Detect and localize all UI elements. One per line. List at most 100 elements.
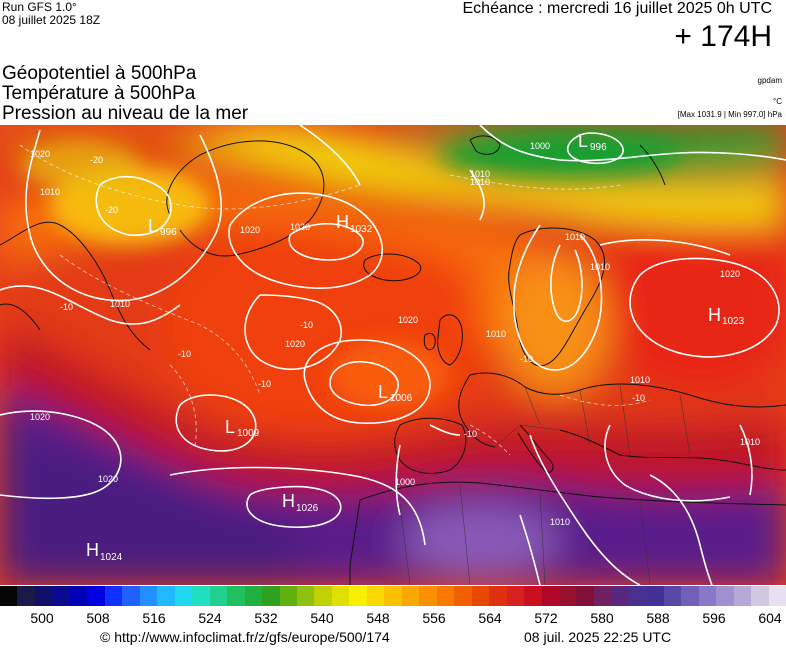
temperature-label: -10 (258, 379, 271, 389)
temperature-shading (20, 133, 680, 410)
colorbar-swatch (52, 586, 70, 606)
colorbar-swatch (122, 586, 140, 606)
temperature-label: -10 (632, 393, 645, 403)
colorbar-swatch (506, 586, 525, 606)
pressure-center-value: 1026 (296, 503, 319, 514)
colorbar (0, 586, 786, 606)
isobar-label: 1020 (720, 269, 740, 279)
pressure-center-letter: L (578, 131, 588, 151)
colorbar-swatch (104, 586, 123, 606)
field-geopotential: Géopotentiel à 500hPa (2, 63, 197, 84)
colorbar-swatch (384, 586, 402, 606)
isobar-label: 1020 (285, 339, 305, 349)
isotherms (19, 144, 651, 456)
pressure-center-letter: L (225, 417, 235, 437)
colorbar-tick-label: 508 (86, 610, 110, 626)
forecast-map: L 996 L 996 H 1032 H 1023 L 1006 L 1009 … (0, 125, 786, 585)
colorbar-tick-label: 604 (758, 610, 782, 626)
isobar-label: 1010 (470, 177, 490, 187)
isobar-label: 1010 (110, 299, 130, 309)
colorbar-tick-label: 564 (478, 610, 502, 626)
colorbar-swatch (733, 586, 752, 606)
colorbar-swatch (87, 586, 105, 606)
colorbar-tick-label: 516 (142, 610, 166, 626)
colorbar-swatch (471, 586, 490, 606)
colorbar-swatch (279, 586, 297, 606)
colorbar-swatch (541, 586, 559, 606)
isobar-label: 1010 (550, 517, 570, 527)
colorbar-swatch (454, 586, 472, 606)
colorbar-tick-label: 572 (534, 610, 558, 626)
colorbar-swatch (157, 586, 175, 606)
map-canvas: L 996 L 996 H 1032 H 1023 L 1006 L 1009 … (0, 125, 786, 585)
run-model: Run GFS 1.0° (2, 0, 77, 14)
colorbar-swatch (314, 586, 332, 606)
colorbar-tick-label: 548 (366, 610, 390, 626)
colorbar-tick-label: 532 (254, 610, 278, 626)
temperature-label: -10 (464, 429, 477, 439)
colorbar-swatch (349, 586, 367, 606)
colorbar-swatch (244, 586, 263, 606)
isobar-label: 1020 (398, 315, 418, 325)
country-borders (399, 384, 691, 585)
temperature-label: -20 (105, 205, 118, 215)
colorbar-swatch (192, 586, 210, 606)
isobar-label: 1020 (98, 474, 118, 484)
isobar-label: 1010 (40, 187, 60, 197)
pressure-center-letter: H (336, 212, 349, 232)
isobar-label: 1010 (590, 262, 610, 272)
colorbar-tick-label: 524 (198, 610, 222, 626)
colorbar-swatch (489, 586, 507, 606)
colorbar-swatch (34, 586, 53, 606)
colorbar-tick-label: 596 (702, 610, 726, 626)
isobar-label: 1010 (565, 232, 585, 242)
colorbar-tick-label: 540 (310, 610, 334, 626)
colorbar-swatch (628, 586, 647, 606)
pressure-center-value: 996 (590, 142, 607, 153)
colorbar-swatch (209, 586, 228, 606)
isobar-label: 1020 (240, 225, 260, 235)
pressure-center-value: 1009 (237, 428, 260, 439)
colorbar-swatch (227, 586, 245, 606)
run-date: 08 juillet 2025 18Z (2, 13, 101, 27)
temperature-label: -10 (300, 320, 313, 330)
isobar-label: 1010 (630, 375, 650, 385)
isobar-label: 1010 (740, 437, 760, 447)
colorbar-swatch (593, 586, 612, 606)
colorbar-ticks: 500 508 516 524 532 540 548 556 564 572 580 588 596 6… (0, 610, 786, 628)
temperature-label: -10 (178, 349, 191, 359)
colorbar-tick-label: 500 (30, 610, 54, 626)
isobar-label: 1010 (470, 169, 490, 179)
colorbar-swatch (366, 586, 385, 606)
field-temperature: Température à 500hPa (2, 83, 196, 104)
colorbar-swatch (0, 586, 18, 606)
pressure-center-value: 1032 (350, 224, 373, 235)
lead-time: + 174H (674, 20, 772, 53)
colorbar-swatch (139, 586, 158, 606)
colorbar-swatch (768, 586, 786, 606)
field-pressure: Pression au niveau de la mer (2, 103, 249, 124)
pressure-centers: L 996 L 996 H 1032 H 1023 L 1006 L 1009 … (86, 131, 745, 563)
pressure-center-letter: H (708, 305, 721, 325)
colorbar-swatch (262, 586, 280, 606)
colorbar-swatch (174, 586, 193, 606)
colorbar-swatch (681, 586, 699, 606)
colorbar-swatch (419, 586, 437, 606)
colorbar-tick-label: 588 (646, 610, 670, 626)
pressure-center-value: 996 (160, 227, 177, 238)
unit-pressure-range: [Max 1031.9 | Min 997.0] hPa (677, 110, 782, 119)
pressure-center-letter: H (86, 540, 99, 560)
isobar-label: 1000 (530, 141, 550, 151)
colorbar-swatch (751, 586, 769, 606)
isobar-label: 1020 (30, 149, 50, 159)
valid-time: Echéance : mercredi 16 juillet 2025 0h U… (462, 0, 773, 17)
colorbar-swatch (69, 586, 88, 606)
colorbar-swatch (559, 586, 577, 606)
credit-date: 08 juil. 2025 22:25 UTC (524, 629, 672, 645)
temperature-label: -20 (90, 155, 103, 165)
isobar-label: 1000 (395, 477, 415, 487)
credit-url: © http://www.infoclimat.fr/z/gfs/europe/… (100, 629, 390, 645)
isobars (0, 125, 786, 585)
pressure-center-letter: H (282, 491, 295, 511)
pressure-center-letter: L (378, 382, 388, 402)
